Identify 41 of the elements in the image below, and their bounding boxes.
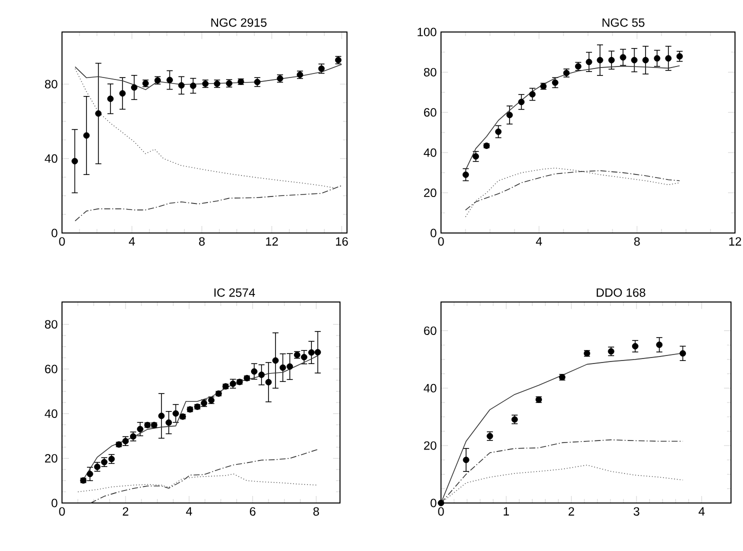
y-tick-label: 60 <box>424 326 436 335</box>
y-tick-label: 0 <box>52 498 58 508</box>
chart-title: NGC 55 <box>602 18 644 27</box>
x-tick-label: 4 <box>698 507 705 516</box>
x-tick-label: 4 <box>186 507 192 516</box>
x-tick-label: 1 <box>504 507 509 516</box>
y-tick-label: 20 <box>424 188 436 198</box>
x-tick-label: 4 <box>128 237 135 246</box>
y-tick-label: 0 <box>430 228 436 238</box>
x-tick-label: 12 <box>266 237 278 246</box>
x-tick-label: 2 <box>122 507 128 516</box>
x-tick-label: 0 <box>438 507 444 516</box>
y-tick-label: 40 <box>44 154 58 163</box>
y-tick-label: 0 <box>52 228 58 238</box>
x-tick-label: 2 <box>568 507 574 516</box>
y-tick-label: 40 <box>424 384 436 392</box>
x-tick-label: 12 <box>729 237 742 246</box>
chart-title: NGC 2915 <box>211 18 267 27</box>
x-tick-label: 0 <box>59 507 65 516</box>
y-tick-label: 20 <box>45 454 58 463</box>
x-tick-label: 3 <box>634 507 640 516</box>
y-tick-label: 80 <box>44 80 58 88</box>
x-tick-label: 16 <box>336 237 348 246</box>
y-tick-label: 100 <box>418 28 436 36</box>
x-tick-label: 4 <box>536 237 542 246</box>
y-tick-label: 60 <box>424 108 436 117</box>
chart-title: IC 2574 <box>214 288 256 297</box>
y-tick-label: 20 <box>424 441 436 450</box>
x-tick-label: 6 <box>250 507 256 516</box>
x-tick-label: 8 <box>199 237 205 246</box>
y-tick-label: 40 <box>424 148 436 157</box>
x-tick-label: 8 <box>634 237 640 246</box>
x-tick-label: 8 <box>313 507 319 516</box>
x-tick-label: 0 <box>438 237 444 246</box>
y-tick-label: 80 <box>424 68 436 76</box>
y-tick-label: 40 <box>44 409 58 418</box>
chart-title: DDO 168 <box>596 288 646 297</box>
y-tick-label: 0 <box>430 498 436 508</box>
y-tick-label: 60 <box>45 364 58 374</box>
x-tick-label: 0 <box>59 237 65 246</box>
y-tick-label: 80 <box>44 320 58 329</box>
